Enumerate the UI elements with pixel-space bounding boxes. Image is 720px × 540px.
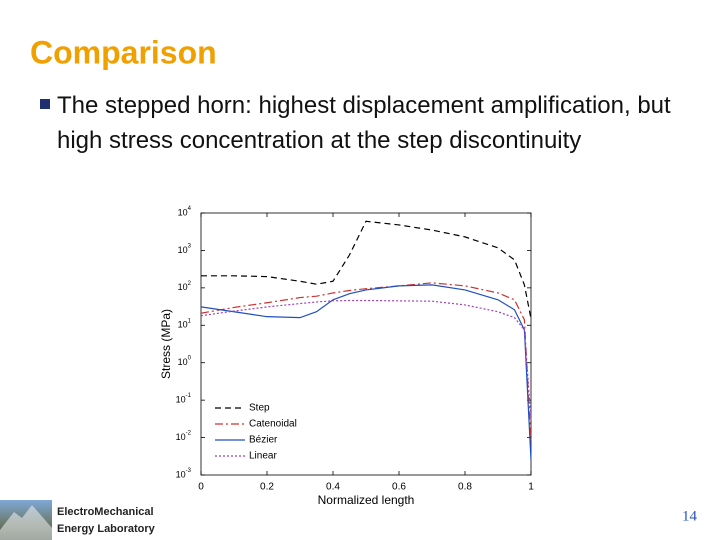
x-tick-label: 0.8 xyxy=(458,482,472,493)
x-tick-label: 0.2 xyxy=(260,482,274,493)
series-line xyxy=(201,220,532,319)
logo-mountain xyxy=(0,505,52,540)
y-tick-label: 100 xyxy=(178,355,192,367)
y-tick-exponent: 2 xyxy=(188,280,192,286)
y-tick-exponent: -2 xyxy=(186,430,192,436)
legend-label: Linear xyxy=(249,451,277,462)
x-tick-label: 1 xyxy=(528,482,534,493)
y-tick-label: 104 xyxy=(178,206,192,218)
y-tick-label: 10-1 xyxy=(176,393,192,405)
page-number: 14 xyxy=(682,508,698,524)
y-tick-label: 101 xyxy=(178,318,192,330)
y-tick-exponent: -1 xyxy=(186,393,192,399)
x-tick-label: 0.6 xyxy=(392,482,406,493)
logo-text: ElectroMechanical xyxy=(57,506,154,518)
slide-title: Comparison xyxy=(30,34,217,70)
legend-label: Step xyxy=(249,403,270,414)
y-tick-exponent: 3 xyxy=(188,243,192,249)
series-line xyxy=(200,282,532,444)
series-line xyxy=(200,284,532,461)
x-tick-label: 0.4 xyxy=(326,482,340,493)
bullet-text: The stepped horn: highest displacement a… xyxy=(57,92,671,154)
y-tick-label: 102 xyxy=(178,280,192,292)
logo-text: Energy Laboratory xyxy=(57,523,156,535)
y-tick-label: 103 xyxy=(178,243,192,255)
y-axis-label: Stress (MPa) xyxy=(159,309,173,379)
bullet-marker xyxy=(40,99,50,109)
series-line xyxy=(200,299,532,420)
y-tick-label: 10-3 xyxy=(176,468,192,480)
y-tick-exponent: 1 xyxy=(188,318,192,324)
y-tick-exponent: 0 xyxy=(188,355,192,361)
x-tick-label: 0 xyxy=(198,482,204,493)
x-axis-label: Normalized length xyxy=(318,493,415,507)
legend-label: Bézier xyxy=(249,435,278,446)
plot-frame xyxy=(200,212,532,476)
y-tick-exponent: 4 xyxy=(188,206,192,212)
y-tick-label: 10-2 xyxy=(176,430,192,442)
y-tick-exponent: -3 xyxy=(186,468,192,474)
legend-label: Catenoidal xyxy=(249,419,297,430)
